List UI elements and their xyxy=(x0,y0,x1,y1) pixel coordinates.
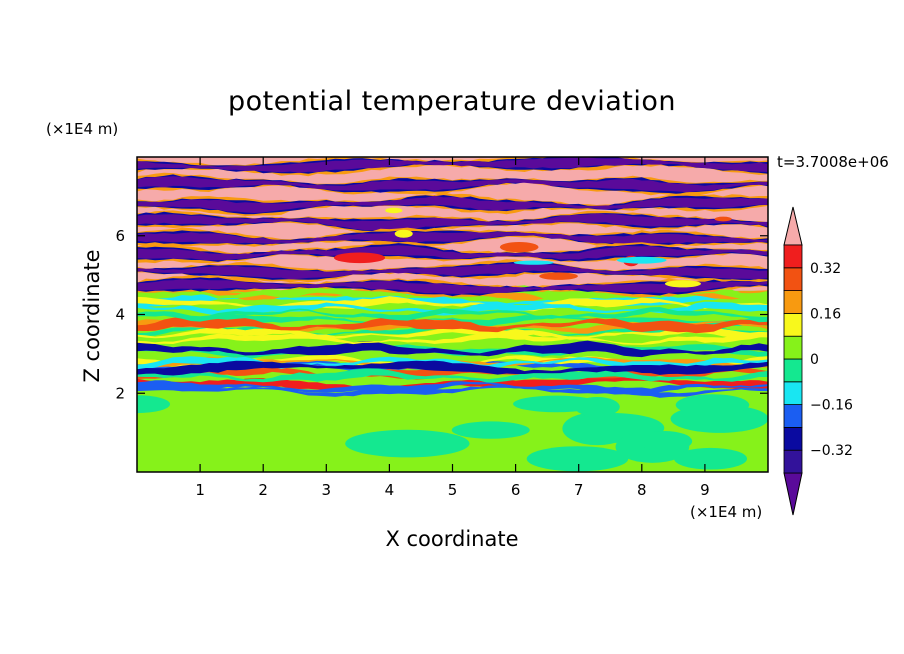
colorbar-segment xyxy=(783,267,803,291)
field-blob xyxy=(499,241,539,253)
contour-band xyxy=(137,195,768,213)
colorbar-segment xyxy=(783,381,803,405)
y-tick-label: 2 xyxy=(115,384,125,402)
field-blob xyxy=(345,429,470,458)
x-tick-label: 5 xyxy=(448,481,458,499)
colorbar-segment xyxy=(783,449,803,474)
colorbar-segment xyxy=(783,244,803,269)
colorbar-segment xyxy=(783,335,803,360)
contour-band xyxy=(137,263,768,280)
colorbar-segment xyxy=(783,404,803,428)
field-blob xyxy=(333,252,386,264)
y-tick-label: 6 xyxy=(115,227,125,245)
field-blob xyxy=(526,446,629,472)
field-blob xyxy=(664,280,701,288)
x-tick-label: 7 xyxy=(574,481,584,499)
contour-field xyxy=(137,157,768,472)
x-axis: 1 2 3 4 5 6 7 8 9 xyxy=(195,157,710,499)
x-tick-label: 1 xyxy=(195,481,205,499)
x-tick-label: 6 xyxy=(511,481,521,499)
colorbar-segment xyxy=(783,426,803,451)
y-tick-label: 4 xyxy=(115,306,125,324)
colorbar-tick-label: −0.16 xyxy=(810,398,853,414)
field-blob xyxy=(137,395,171,414)
contour-band xyxy=(137,157,768,173)
y-axis-unit: (×1E4 m) xyxy=(46,120,119,138)
field-blob xyxy=(513,395,600,413)
x-tick-label: 8 xyxy=(637,481,647,499)
colorbar-under-triangle xyxy=(783,472,803,516)
contour-band xyxy=(137,279,768,295)
contour-band xyxy=(137,340,768,358)
colorbar-segment xyxy=(783,290,803,314)
colorbar-tick-label: −0.32 xyxy=(810,443,853,459)
field-blob xyxy=(539,272,578,280)
x-tick-label: 9 xyxy=(700,481,710,499)
colorbar-over-triangle xyxy=(783,206,803,246)
contour-band xyxy=(137,354,768,368)
field-blob xyxy=(451,421,530,439)
contour-band xyxy=(137,245,768,261)
colorbar: 0.32 0.16 0 −0.16 −0.32 xyxy=(783,206,853,516)
colorbar-segment xyxy=(783,358,803,383)
contour-band xyxy=(137,213,768,231)
field-blob xyxy=(513,260,554,265)
colorbar-tick-label: 0.16 xyxy=(810,306,841,322)
field-blob xyxy=(714,216,732,222)
time-stamp: t=3.7008e+06 xyxy=(777,153,889,171)
colorbar-tick-label: 0.32 xyxy=(810,261,841,277)
x-tick-label: 4 xyxy=(385,481,395,499)
contour-band xyxy=(137,316,768,334)
x-axis-unit: (×1E4 m) xyxy=(690,503,763,521)
contour-band xyxy=(137,231,768,245)
field-blob xyxy=(675,394,750,416)
contour-band xyxy=(137,301,768,316)
field-blob xyxy=(674,447,748,470)
field-blob xyxy=(638,431,693,452)
field-blob xyxy=(394,229,413,238)
contour-band xyxy=(137,332,768,345)
contour-band xyxy=(137,367,768,384)
colorbar-segment xyxy=(783,312,803,337)
contour-band xyxy=(137,176,768,193)
colorbar-tick-label: 0 xyxy=(810,352,819,368)
y-axis: 2 4 6 xyxy=(115,227,768,402)
x-tick-label: 3 xyxy=(322,481,332,499)
x-tick-label: 2 xyxy=(258,481,268,499)
x-axis-label: X coordinate xyxy=(385,527,519,551)
field-blob xyxy=(616,256,667,264)
field-blob xyxy=(385,207,403,214)
contour-band xyxy=(137,307,768,322)
chart-title: potential temperature deviation xyxy=(228,86,676,117)
contour-band xyxy=(137,380,768,395)
contour-band xyxy=(137,360,768,376)
